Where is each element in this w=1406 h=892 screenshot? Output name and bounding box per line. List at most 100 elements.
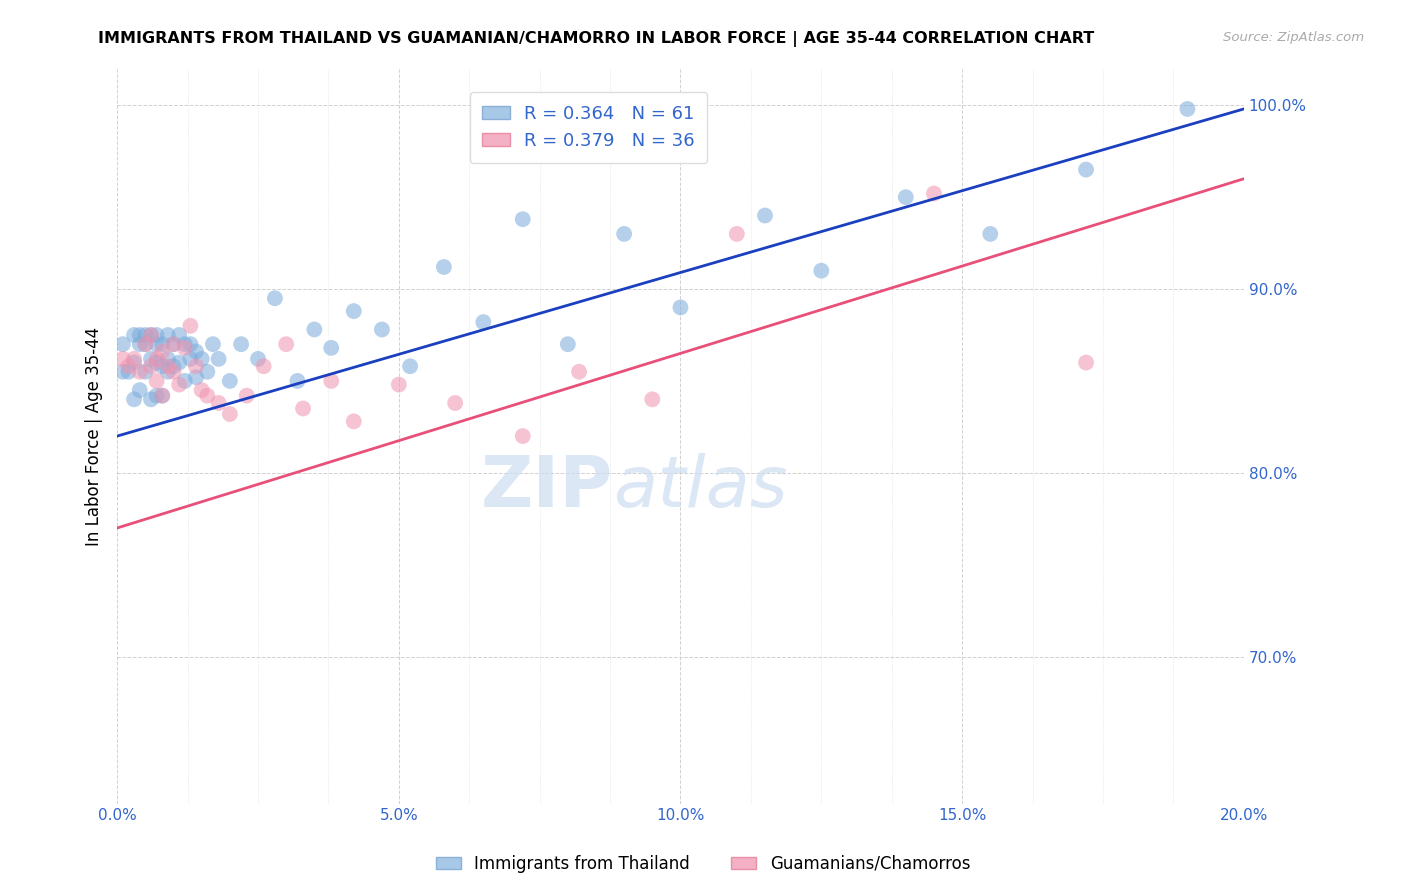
Point [139, 359, 162, 374]
Point [184, 344, 207, 359]
Point [894, 190, 917, 204]
Point [287, 374, 309, 388]
Point [433, 260, 456, 274]
Point [1074, 355, 1097, 369]
Point [247, 351, 270, 366]
Point [264, 291, 287, 305]
Point [371, 322, 394, 336]
Point [190, 351, 212, 366]
Point [162, 365, 184, 379]
Point [207, 396, 229, 410]
Text: ZIP: ZIP [481, 453, 613, 522]
Point [979, 227, 1001, 241]
Point [218, 374, 240, 388]
Point [134, 365, 156, 379]
Point [292, 401, 315, 416]
Point [134, 337, 156, 351]
Point [167, 328, 190, 343]
Point [179, 318, 201, 333]
Point [156, 359, 179, 374]
Point [150, 359, 173, 374]
Point [145, 337, 167, 351]
Point [388, 377, 411, 392]
Point [195, 389, 218, 403]
Point [444, 396, 467, 410]
Point [156, 351, 179, 366]
Point [922, 186, 945, 201]
Point [134, 328, 156, 343]
Point [145, 355, 167, 369]
Legend: R = 0.364   N = 61, R = 0.379   N = 36: R = 0.364 N = 61, R = 0.379 N = 36 [470, 92, 707, 162]
Point [321, 341, 343, 355]
Point [399, 359, 422, 374]
Point [150, 337, 173, 351]
Point [218, 407, 240, 421]
Point [167, 377, 190, 392]
Point [162, 337, 184, 351]
Point [128, 328, 150, 343]
Point [111, 351, 134, 366]
Point [190, 383, 212, 397]
Point [139, 392, 162, 407]
Point [162, 337, 184, 351]
Point [557, 337, 579, 351]
Point [150, 389, 173, 403]
Point [145, 328, 167, 343]
Point [184, 370, 207, 384]
Point [201, 337, 224, 351]
Point [229, 337, 252, 351]
Point [321, 374, 343, 388]
Point [145, 351, 167, 366]
Point [173, 374, 195, 388]
Point [207, 351, 229, 366]
Point [512, 212, 534, 227]
Point [128, 337, 150, 351]
Point [343, 414, 366, 428]
Point [253, 359, 276, 374]
Point [139, 351, 162, 366]
Point [156, 365, 179, 379]
Point [276, 337, 298, 351]
Point [1074, 162, 1097, 177]
Point [725, 227, 748, 241]
Y-axis label: In Labor Force | Age 35-44: In Labor Force | Age 35-44 [86, 326, 103, 546]
Point [304, 322, 326, 336]
Point [122, 328, 145, 343]
Point [173, 341, 195, 355]
Point [173, 337, 195, 351]
Point [128, 383, 150, 397]
Point [1177, 102, 1199, 116]
Legend: Immigrants from Thailand, Guamanians/Chamorros: Immigrants from Thailand, Guamanians/Cha… [429, 848, 977, 880]
Point [150, 344, 173, 359]
Point [117, 359, 139, 374]
Point [512, 429, 534, 443]
Point [167, 355, 190, 369]
Point [150, 389, 173, 403]
Point [754, 209, 776, 223]
Point [568, 365, 591, 379]
Text: IMMIGRANTS FROM THAILAND VS GUAMANIAN/CHAMORRO IN LABOR FORCE | AGE 35-44 CORREL: IMMIGRANTS FROM THAILAND VS GUAMANIAN/CH… [98, 31, 1095, 47]
Point [810, 263, 832, 277]
Point [122, 392, 145, 407]
Point [472, 315, 495, 329]
Point [139, 328, 162, 343]
Point [179, 337, 201, 351]
Point [162, 359, 184, 374]
Point [145, 374, 167, 388]
Point [669, 301, 692, 315]
Point [128, 365, 150, 379]
Point [111, 337, 134, 351]
Point [145, 389, 167, 403]
Point [111, 365, 134, 379]
Point [139, 328, 162, 343]
Point [641, 392, 664, 407]
Point [235, 389, 257, 403]
Point [613, 227, 636, 241]
Point [156, 328, 179, 343]
Point [117, 365, 139, 379]
Text: Source: ZipAtlas.com: Source: ZipAtlas.com [1223, 31, 1364, 45]
Point [134, 337, 156, 351]
Point [122, 351, 145, 366]
Text: atlas: atlas [613, 453, 787, 522]
Point [184, 359, 207, 374]
